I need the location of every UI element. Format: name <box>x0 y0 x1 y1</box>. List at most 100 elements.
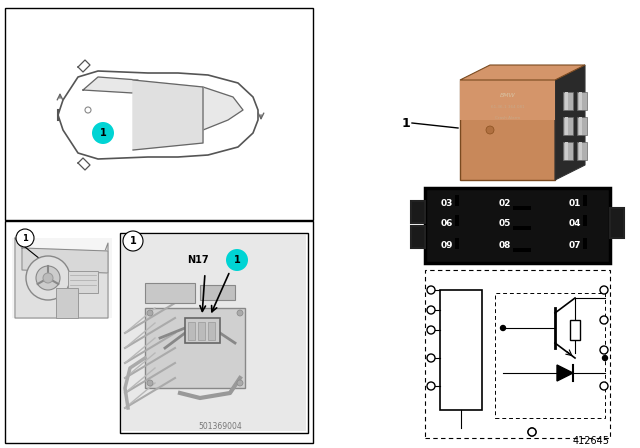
Bar <box>68 271 98 293</box>
Circle shape <box>237 380 243 386</box>
Circle shape <box>427 286 435 294</box>
Bar <box>5 221 313 443</box>
Circle shape <box>147 380 153 386</box>
Text: 04: 04 <box>569 219 581 228</box>
Bar <box>198 322 205 340</box>
Text: 501369004: 501369004 <box>198 422 242 431</box>
Polygon shape <box>22 248 108 273</box>
Polygon shape <box>83 77 138 93</box>
Circle shape <box>427 382 435 390</box>
Bar <box>577 117 587 135</box>
Bar <box>579 142 582 160</box>
Bar <box>411 226 425 248</box>
Polygon shape <box>78 60 90 72</box>
Circle shape <box>85 107 91 113</box>
Circle shape <box>600 316 608 324</box>
Bar <box>513 226 531 230</box>
Bar <box>455 215 459 226</box>
Text: 1: 1 <box>130 236 136 246</box>
Bar <box>579 92 582 110</box>
Bar <box>565 117 568 135</box>
Circle shape <box>427 326 435 334</box>
Text: 09: 09 <box>441 241 453 250</box>
Circle shape <box>486 126 494 134</box>
Circle shape <box>123 231 143 251</box>
Bar <box>440 290 482 410</box>
Circle shape <box>36 266 60 290</box>
Bar <box>565 92 568 110</box>
Circle shape <box>528 428 536 436</box>
Bar <box>577 142 587 160</box>
Circle shape <box>528 428 536 436</box>
Text: 1: 1 <box>100 128 106 138</box>
Bar <box>577 92 587 110</box>
Bar <box>579 117 582 135</box>
Text: 02: 02 <box>499 198 511 207</box>
Bar <box>460 80 555 120</box>
Text: 61.36-1 364 081: 61.36-1 364 081 <box>491 105 525 109</box>
Text: 03: 03 <box>441 198 453 207</box>
Text: N17: N17 <box>187 255 209 265</box>
Polygon shape <box>555 65 585 180</box>
Text: 412645: 412645 <box>573 436 610 446</box>
Polygon shape <box>460 65 585 80</box>
Circle shape <box>600 286 608 294</box>
Text: 01: 01 <box>569 198 581 207</box>
Text: 05: 05 <box>499 219 511 228</box>
Text: 1: 1 <box>402 116 410 129</box>
Polygon shape <box>15 238 108 318</box>
Bar <box>208 322 215 340</box>
Bar <box>583 215 587 226</box>
Bar <box>565 142 568 160</box>
Bar <box>455 238 459 249</box>
Circle shape <box>147 310 153 316</box>
Bar <box>145 308 245 388</box>
Bar <box>122 235 306 431</box>
Bar <box>495 293 605 418</box>
Circle shape <box>43 273 53 283</box>
Bar <box>460 80 555 180</box>
Polygon shape <box>58 71 258 159</box>
Circle shape <box>26 256 70 300</box>
Circle shape <box>92 122 114 144</box>
Circle shape <box>602 356 607 361</box>
Bar <box>610 208 624 238</box>
Bar <box>120 233 308 433</box>
Bar <box>563 92 573 110</box>
Bar <box>188 322 195 340</box>
Bar <box>12 238 112 318</box>
Bar <box>513 248 531 252</box>
Circle shape <box>427 354 435 362</box>
Bar <box>583 195 587 206</box>
Bar <box>56 288 78 318</box>
Circle shape <box>600 346 608 354</box>
Polygon shape <box>133 80 203 150</box>
Text: 08: 08 <box>499 241 511 250</box>
Bar <box>185 318 220 343</box>
Bar <box>200 285 235 300</box>
Text: BMW: BMW <box>500 92 516 98</box>
Bar <box>583 238 587 249</box>
Text: 07: 07 <box>569 241 581 250</box>
Polygon shape <box>78 158 90 170</box>
Text: 1: 1 <box>234 255 241 265</box>
Bar <box>411 201 425 223</box>
Polygon shape <box>203 87 243 130</box>
Circle shape <box>16 229 34 247</box>
Polygon shape <box>557 365 573 381</box>
Bar <box>145 283 195 303</box>
Circle shape <box>226 249 248 271</box>
Circle shape <box>600 382 608 390</box>
Bar <box>563 117 573 135</box>
Bar <box>570 320 580 340</box>
Bar <box>513 206 531 210</box>
Text: 06: 06 <box>441 219 453 228</box>
Circle shape <box>500 326 506 331</box>
Bar <box>425 270 610 438</box>
Bar <box>425 188 610 263</box>
Bar <box>455 195 459 206</box>
Text: Crash Alarm: Crash Alarm <box>495 116 521 120</box>
Bar <box>563 142 573 160</box>
Circle shape <box>427 306 435 314</box>
Text: 1: 1 <box>22 233 28 242</box>
